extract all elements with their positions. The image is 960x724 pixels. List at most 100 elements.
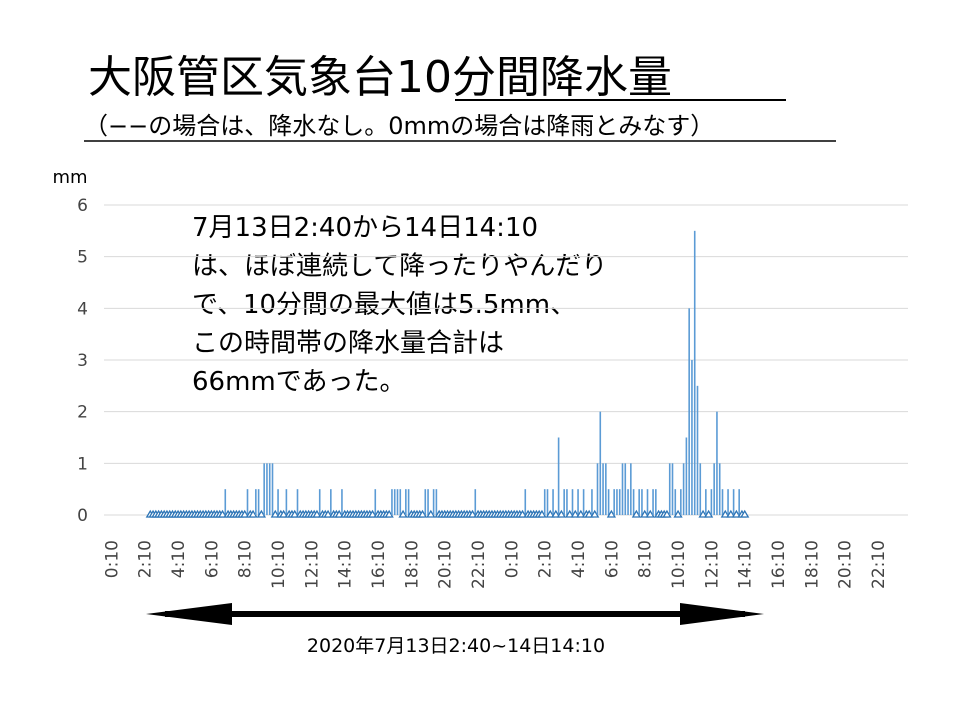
bar <box>596 463 599 515</box>
bar <box>674 489 677 515</box>
bar <box>543 489 546 515</box>
zero-marker <box>703 509 714 518</box>
bar <box>566 489 568 515</box>
x-tick-label: 0:10 <box>502 540 522 578</box>
bar <box>680 489 682 515</box>
bar <box>599 411 602 515</box>
x-tick-label: 10:10 <box>669 540 689 589</box>
bar <box>424 489 427 515</box>
bar <box>693 230 696 516</box>
period-label: 2020年7月13日2:40~14日14:10 <box>307 635 605 657</box>
zero-marker <box>565 509 575 518</box>
bar <box>705 489 707 515</box>
zero-marker <box>467 509 478 518</box>
y-tick-label: 3 <box>77 351 88 371</box>
zero-marker <box>384 509 394 518</box>
bar <box>624 463 627 515</box>
bar <box>391 489 393 515</box>
bar <box>266 463 268 515</box>
bar <box>627 489 629 515</box>
bar <box>546 489 549 515</box>
zero-marker <box>570 509 580 518</box>
zero-marker <box>720 509 730 518</box>
x-tick-label: 14:10 <box>336 540 356 589</box>
bar <box>699 463 702 515</box>
zero-marker <box>631 509 642 518</box>
bar <box>271 463 274 515</box>
bar <box>641 489 643 515</box>
x-tick-label: 0:10 <box>102 540 122 578</box>
bar <box>668 463 671 515</box>
x-tick-label: 22:10 <box>869 540 889 589</box>
x-tick-label: 18:10 <box>402 540 422 589</box>
bar <box>552 489 554 515</box>
bar <box>407 489 410 515</box>
x-tick-label: 6:10 <box>602 540 622 578</box>
bar <box>696 385 699 515</box>
bar <box>257 489 260 515</box>
zero-marker <box>426 509 436 518</box>
bar <box>474 489 477 515</box>
zero-marker <box>278 509 289 518</box>
bar <box>246 489 249 515</box>
zero-marker <box>240 509 250 518</box>
zero-marker <box>417 509 428 518</box>
bar <box>296 489 299 515</box>
bar <box>618 489 621 515</box>
bar <box>341 489 343 515</box>
chart-subtitle: （−−の場合は、降水なし。0mmの場合は降雨とみなす） <box>84 112 714 140</box>
bar <box>557 437 560 515</box>
bar <box>710 489 713 515</box>
zero-marker <box>584 509 594 518</box>
y-tick-label: 5 <box>77 248 88 268</box>
bar <box>571 489 574 515</box>
x-tick-label: 12:10 <box>702 540 722 589</box>
bar <box>318 489 321 515</box>
bar <box>374 489 377 515</box>
bar <box>577 489 579 515</box>
bar <box>255 489 257 515</box>
bar <box>435 489 438 515</box>
bar <box>655 489 657 515</box>
bar <box>671 463 674 515</box>
zero-marker <box>398 509 408 518</box>
bar <box>691 360 693 515</box>
bar <box>396 489 399 515</box>
bar <box>330 489 332 515</box>
annotation: 7月13日2:40から14日14:10 は、ほぼ連続して降ったりやんだりで、10分… <box>192 213 607 397</box>
y-tick-label: 4 <box>77 299 88 319</box>
x-tick-label: 22:10 <box>469 540 489 589</box>
bar <box>605 463 607 515</box>
annotation-line: 66mmであった。 <box>192 367 405 397</box>
bar <box>427 489 429 515</box>
bar <box>630 463 632 515</box>
zero-marker <box>640 509 650 518</box>
bar <box>721 489 724 515</box>
x-tick-label: 20:10 <box>836 540 856 589</box>
zero-marker <box>645 509 655 518</box>
zero-marker <box>323 509 333 518</box>
bar <box>591 489 593 515</box>
x-tick-label: 4:10 <box>569 540 589 578</box>
zero-marker <box>367 509 378 518</box>
zero-marker <box>698 509 708 518</box>
x-tick-label: 4:10 <box>169 540 189 578</box>
bar <box>646 489 649 515</box>
bar <box>738 489 740 515</box>
zero-marker <box>590 509 600 518</box>
zero-marker <box>270 509 280 518</box>
zero-marker <box>256 509 267 518</box>
bar <box>718 463 721 515</box>
arrow-head-right <box>680 603 764 625</box>
bar <box>524 489 527 515</box>
zero-marker <box>290 509 300 518</box>
zero-marker <box>740 509 750 518</box>
bar <box>638 489 640 515</box>
bar <box>685 437 688 515</box>
zero-marker <box>662 509 672 518</box>
bar <box>682 463 685 515</box>
arrow-head-left <box>146 603 232 625</box>
zero-marker <box>731 509 742 518</box>
x-tick-label: 14:10 <box>736 540 756 589</box>
